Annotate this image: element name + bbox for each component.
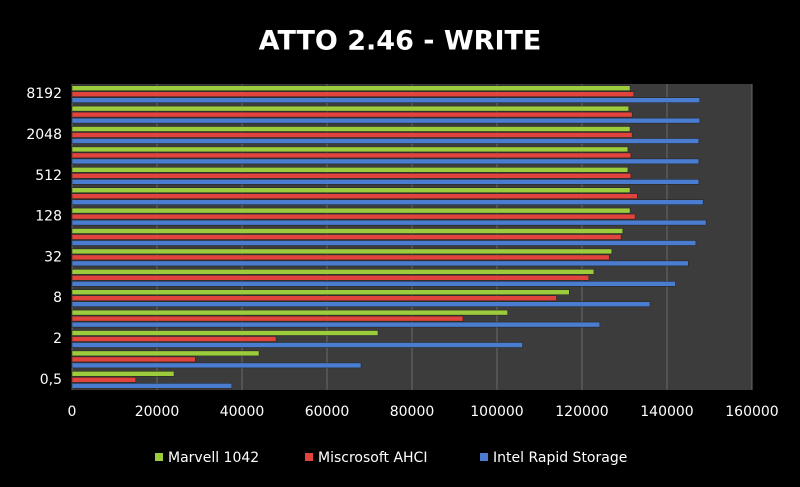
- bar: [71, 167, 629, 173]
- bar: [71, 193, 638, 199]
- x-tick-label: 120000: [555, 404, 608, 420]
- x-tick-label: 160000: [725, 404, 778, 420]
- bar: [71, 173, 632, 179]
- y-tick-label: 2: [53, 331, 62, 347]
- legend-label: Miscrosoft AHCI: [318, 450, 427, 466]
- bar: [71, 362, 362, 369]
- y-tick-label: 128: [35, 209, 62, 225]
- bar: [71, 289, 570, 295]
- legend-swatch: [305, 453, 313, 461]
- legend-swatch: [480, 453, 488, 461]
- x-tick-label: 60000: [305, 404, 350, 420]
- bar: [71, 234, 622, 240]
- bar: [71, 371, 175, 377]
- bar: [71, 179, 700, 185]
- bar: [71, 315, 464, 322]
- bar: [71, 126, 631, 132]
- x-tick-label: 80000: [390, 404, 435, 420]
- bar: [71, 117, 700, 124]
- bar: [71, 228, 624, 234]
- bar: [71, 199, 704, 205]
- bar: [71, 330, 379, 336]
- bar: [71, 321, 601, 328]
- y-tick-label: 2048: [26, 127, 62, 143]
- x-tick-label: 100000: [470, 404, 523, 420]
- bar: [71, 248, 612, 255]
- y-tick-label: 32: [44, 249, 62, 265]
- bar: [71, 105, 629, 112]
- y-tick-label: 8192: [26, 86, 62, 102]
- legend-swatch: [155, 453, 163, 461]
- bar: [71, 383, 233, 389]
- bar: [71, 158, 700, 165]
- y-tick-label: 512: [35, 168, 62, 184]
- bar: [71, 187, 631, 193]
- bar: [71, 240, 697, 246]
- x-tick-label: 20000: [135, 404, 180, 420]
- bar: [71, 152, 632, 159]
- y-tick-label: 8: [53, 290, 62, 306]
- x-tick-label: 140000: [640, 404, 693, 420]
- bar: [71, 146, 629, 153]
- chart-title: ATTO 2.46 - WRITE: [259, 26, 542, 57]
- x-tick-label: 0: [68, 404, 77, 420]
- bar: [71, 281, 676, 287]
- bar: [71, 342, 523, 348]
- bar: [71, 207, 631, 214]
- bar: [71, 138, 700, 144]
- bar: [71, 111, 633, 118]
- bar: [71, 97, 700, 103]
- legend-label: Marvell 1042: [168, 450, 259, 466]
- bar: [71, 269, 595, 275]
- legend-label: Intel Rapid Storage: [493, 450, 627, 466]
- bar: [71, 219, 707, 226]
- bar: [71, 213, 636, 220]
- x-tick-label: 40000: [220, 404, 265, 420]
- bar: [71, 295, 557, 301]
- bar: [71, 91, 635, 97]
- y-tick-label: 0,5: [40, 372, 62, 388]
- bar: [71, 260, 689, 267]
- bar: [71, 275, 590, 281]
- bar: [71, 309, 508, 316]
- bar: [71, 336, 277, 342]
- bar: [71, 356, 196, 363]
- bar: [71, 350, 260, 357]
- bar: [71, 132, 633, 138]
- bar: [71, 254, 610, 261]
- bar: [71, 377, 136, 383]
- bar: [71, 85, 631, 91]
- bar: [71, 301, 651, 307]
